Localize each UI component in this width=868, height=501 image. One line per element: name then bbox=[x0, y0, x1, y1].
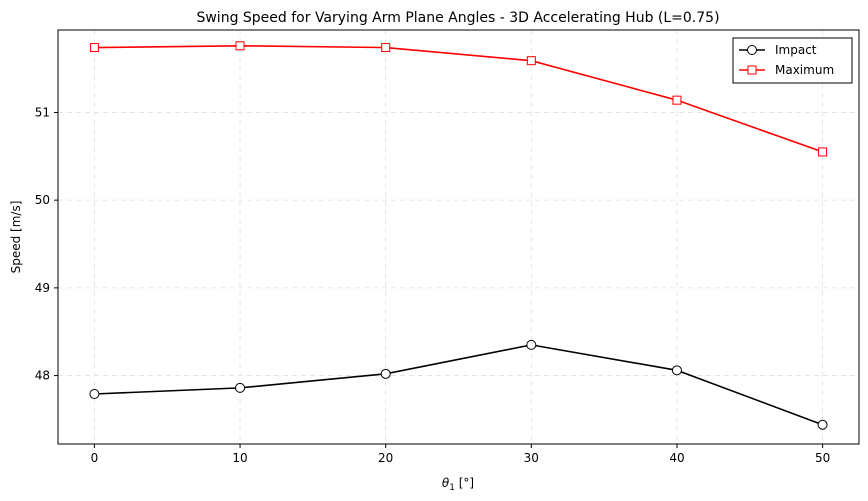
data-point-impact bbox=[380, 368, 391, 379]
legend: Impact Maximum bbox=[732, 37, 853, 84]
y-ticks: 48 49 50 51 bbox=[35, 105, 58, 383]
x-tick-label: 50 bbox=[815, 451, 830, 465]
x-tick-label: 0 bbox=[91, 451, 99, 465]
data-point-impact bbox=[526, 339, 537, 350]
data-point-maximum bbox=[235, 41, 245, 51]
data-point-impact bbox=[235, 382, 246, 393]
legend-marker-maximum bbox=[747, 65, 757, 75]
data-point-maximum bbox=[526, 56, 536, 66]
data-point-maximum bbox=[381, 43, 391, 53]
y-axis-label: Speed [m/s] bbox=[9, 201, 23, 274]
legend-label-maximum: Maximum bbox=[775, 63, 834, 77]
series-group bbox=[89, 41, 828, 430]
y-tick-label: 49 bbox=[35, 281, 50, 295]
x-tick-label: 10 bbox=[232, 451, 247, 465]
legend-marker-impact bbox=[747, 45, 757, 55]
x-tick-label: 30 bbox=[524, 451, 539, 465]
x-axis-label: θ1 [°] bbox=[442, 476, 474, 493]
y-tick-label: 48 bbox=[35, 369, 50, 383]
y-tick-label: 51 bbox=[35, 105, 50, 119]
data-point-impact bbox=[817, 419, 828, 430]
x-tick-label: 20 bbox=[378, 451, 393, 465]
data-point-maximum bbox=[818, 147, 828, 157]
legend-label-impact: Impact bbox=[775, 43, 817, 57]
y-tick-label: 50 bbox=[35, 193, 50, 207]
chart-title: Swing Speed for Varying Arm Plane Angles… bbox=[196, 10, 719, 26]
data-point-impact bbox=[671, 365, 682, 376]
data-point-maximum bbox=[89, 43, 99, 53]
grid bbox=[58, 30, 859, 444]
x-tick-label: 40 bbox=[669, 451, 684, 465]
x-ticks: 0 10 20 30 40 50 bbox=[91, 444, 830, 465]
plot-area-frame bbox=[57, 29, 860, 445]
data-point-maximum bbox=[672, 95, 682, 105]
series-line-maximum bbox=[94, 44, 823, 153]
data-point-impact bbox=[89, 389, 100, 400]
series-line-impact bbox=[94, 344, 823, 426]
